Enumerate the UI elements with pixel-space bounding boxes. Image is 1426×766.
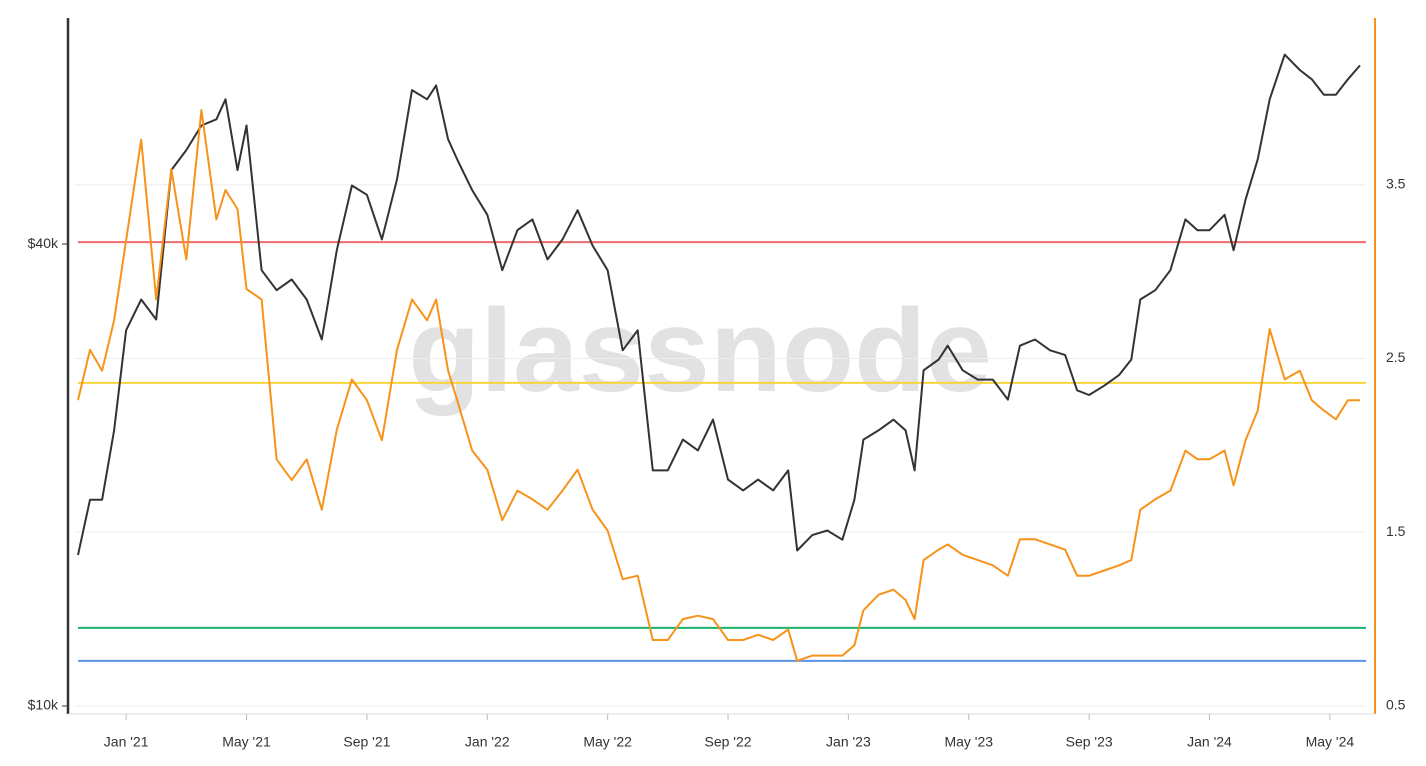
series-line bbox=[77, 109, 1360, 662]
x-tick-label: Jan '21 bbox=[104, 734, 149, 750]
x-tick-label: May '22 bbox=[583, 734, 632, 750]
x-tick-label: Sep '23 bbox=[1066, 734, 1113, 750]
y-tick-label: $10k bbox=[28, 697, 59, 713]
y2-tick-label: 2.5 bbox=[1386, 349, 1406, 365]
watermark: glassnode bbox=[408, 285, 992, 417]
x-tick-label: Sep '22 bbox=[704, 734, 751, 750]
x-tick-label: Jan '22 bbox=[465, 734, 510, 750]
y2-tick-label: 0.5 bbox=[1386, 697, 1406, 713]
x-tick-label: Jan '23 bbox=[826, 734, 871, 750]
y2-tick-label: 1.5 bbox=[1386, 523, 1406, 539]
x-tick-label: May '24 bbox=[1306, 734, 1355, 750]
x-tick-label: Jan '24 bbox=[1187, 734, 1232, 750]
series-line bbox=[77, 53, 1361, 556]
x-tick-label: May '21 bbox=[222, 734, 271, 750]
y-tick-label: $40k bbox=[28, 235, 59, 251]
x-tick-label: May '23 bbox=[944, 734, 993, 750]
x-tick-label: Sep '21 bbox=[343, 734, 390, 750]
y2-tick-label: 3.5 bbox=[1386, 175, 1406, 191]
